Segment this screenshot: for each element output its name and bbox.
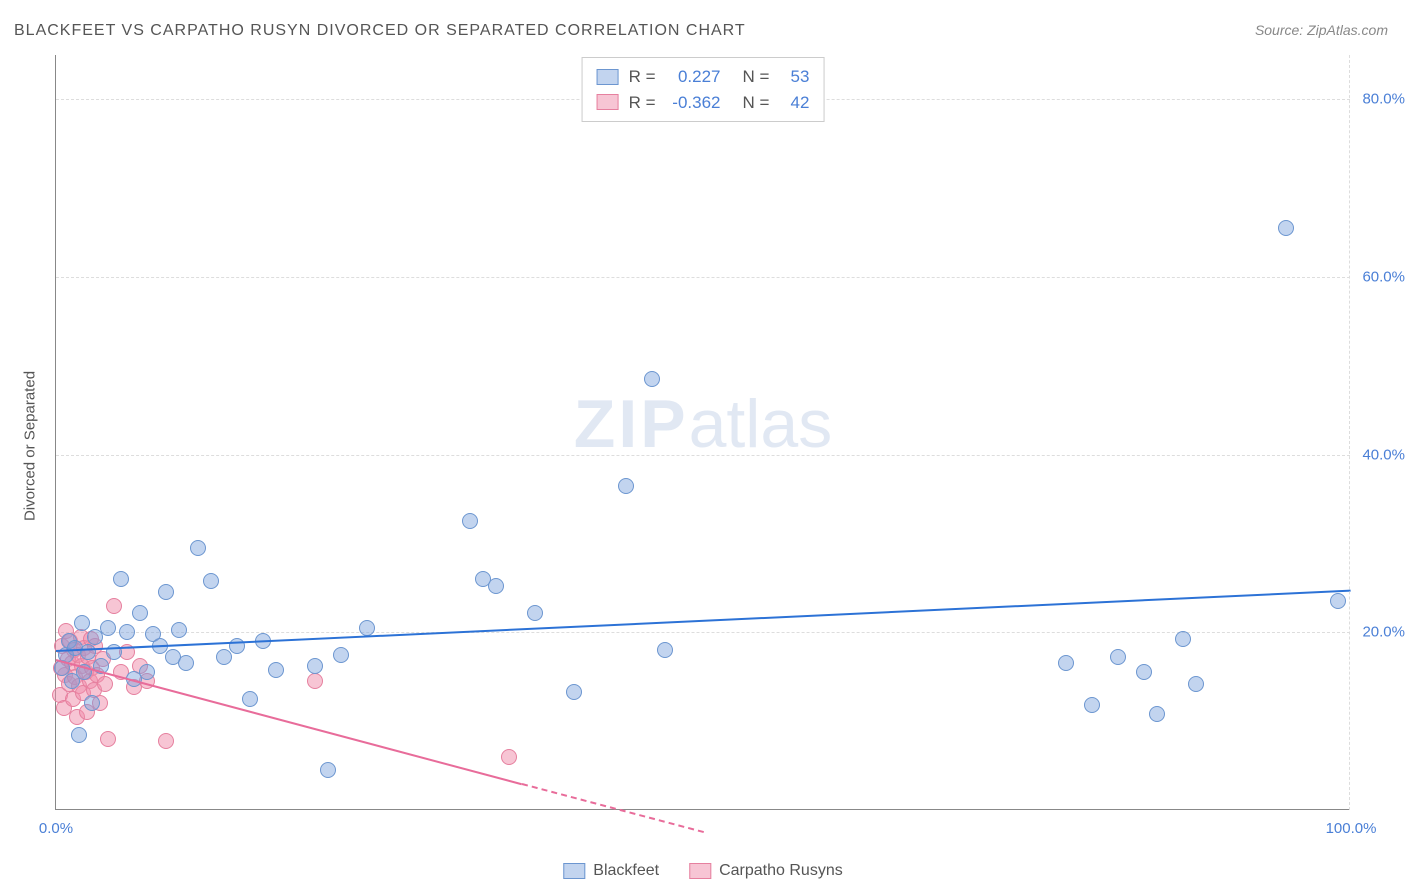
- data-point: [488, 578, 504, 594]
- data-point: [644, 371, 660, 387]
- data-point: [501, 749, 517, 765]
- legend-top-row: R = -0.362 N = 42: [597, 90, 810, 116]
- gridline: [56, 455, 1350, 456]
- chart-title: BLACKFEET VS CARPATHO RUSYN DIVORCED OR …: [14, 22, 746, 40]
- data-point: [84, 695, 100, 711]
- legend-n-value: 42: [779, 90, 809, 116]
- data-point: [1110, 649, 1126, 665]
- data-point: [1058, 655, 1074, 671]
- data-point: [527, 605, 543, 621]
- data-point: [139, 664, 155, 680]
- gridline: [56, 277, 1350, 278]
- data-point: [203, 573, 219, 589]
- trend-line-dashed: [522, 783, 704, 833]
- trend-line: [56, 659, 523, 785]
- data-point: [1278, 220, 1294, 236]
- legend-bottom-item: Carpatho Rusyns: [689, 862, 843, 880]
- legend-series-label: Blackfeet: [593, 862, 659, 880]
- legend-top-row: R = 0.227 N = 53: [597, 64, 810, 90]
- data-point: [333, 647, 349, 663]
- data-point: [657, 642, 673, 658]
- trend-line: [56, 590, 1351, 652]
- data-point: [1188, 676, 1204, 692]
- data-point: [242, 691, 258, 707]
- data-point: [97, 676, 113, 692]
- data-point: [1136, 664, 1152, 680]
- plot-right-border: [1349, 55, 1350, 810]
- watermark: ZIPatlas: [574, 385, 832, 463]
- legend-n-label: N =: [743, 90, 770, 116]
- data-point: [618, 478, 634, 494]
- data-point: [1330, 593, 1346, 609]
- data-point: [106, 598, 122, 614]
- data-point: [132, 605, 148, 621]
- data-point: [74, 615, 90, 631]
- y-tick-label: 40.0%: [1355, 446, 1405, 463]
- legend-swatch: [689, 863, 711, 879]
- data-point: [1149, 706, 1165, 722]
- data-point: [462, 513, 478, 529]
- data-point: [171, 622, 187, 638]
- data-point: [320, 762, 336, 778]
- data-point: [268, 662, 284, 678]
- x-tick-label: 0.0%: [39, 820, 73, 837]
- data-point: [119, 624, 135, 640]
- data-point: [80, 644, 96, 660]
- legend-n-label: N =: [743, 64, 770, 90]
- source-attribution: Source: ZipAtlas.com: [1255, 22, 1388, 38]
- data-point: [1084, 697, 1100, 713]
- data-point: [359, 620, 375, 636]
- data-point: [158, 584, 174, 600]
- data-point: [229, 638, 245, 654]
- legend-r-label: R =: [629, 64, 656, 90]
- y-tick-label: 60.0%: [1355, 269, 1405, 286]
- data-point: [566, 684, 582, 700]
- legend-r-value: 0.227: [666, 64, 721, 90]
- legend-n-value: 53: [779, 64, 809, 90]
- legend-r-value: -0.362: [666, 90, 721, 116]
- watermark-atlas: atlas: [689, 386, 833, 462]
- data-point: [158, 733, 174, 749]
- legend-r-label: R =: [629, 90, 656, 116]
- legend-swatch: [597, 94, 619, 110]
- x-tick-label: 100.0%: [1326, 820, 1377, 837]
- y-axis-label: Divorced or Separated: [22, 371, 39, 521]
- legend-top: R = 0.227 N = 53 R = -0.362 N = 42: [582, 57, 825, 122]
- y-tick-label: 80.0%: [1355, 91, 1405, 108]
- data-point: [178, 655, 194, 671]
- legend-bottom-item: Blackfeet: [563, 862, 659, 880]
- plot-area: ZIPatlas R =0.227N =53R =-0.362N =42 20.…: [55, 55, 1350, 810]
- data-point: [100, 731, 116, 747]
- watermark-zip: ZIP: [574, 386, 689, 462]
- legend-swatch: [597, 69, 619, 85]
- data-point: [71, 727, 87, 743]
- legend-series-label: Carpatho Rusyns: [719, 862, 843, 880]
- data-point: [113, 571, 129, 587]
- gridline: [56, 632, 1350, 633]
- legend-swatch: [563, 863, 585, 879]
- legend-bottom: Blackfeet Carpatho Rusyns: [563, 862, 842, 880]
- y-tick-label: 20.0%: [1355, 624, 1405, 641]
- data-point: [100, 620, 116, 636]
- data-point: [216, 649, 232, 665]
- data-point: [1175, 631, 1191, 647]
- data-point: [190, 540, 206, 556]
- data-point: [307, 658, 323, 674]
- data-point: [307, 673, 323, 689]
